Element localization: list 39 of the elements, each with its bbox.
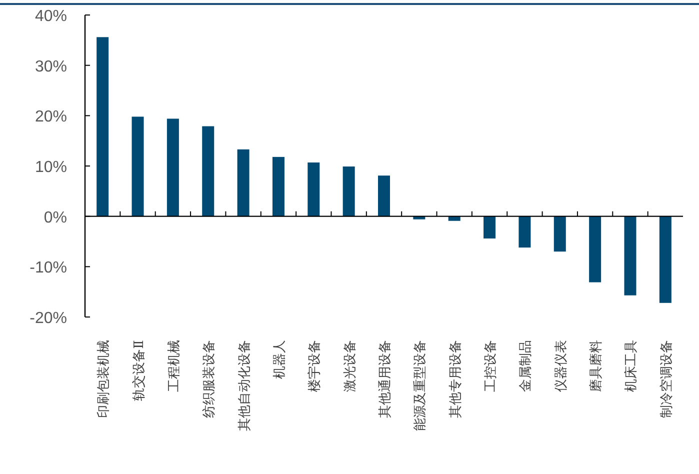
y-tick-label: 30% [34, 58, 67, 76]
x-tick-label: 印刷包装机械 [96, 340, 112, 418]
y-tick-label: 0% [44, 209, 67, 226]
x-tick-label: 制冷空调设备 [659, 340, 674, 418]
y-tick-label: -10% [30, 260, 67, 277]
bar [554, 216, 566, 252]
bar [484, 216, 496, 238]
x-tick-label: 金属制品 [518, 340, 534, 392]
y-tick-label: 20% [34, 108, 67, 126]
x-tick-label: 激光设备 [342, 340, 358, 392]
y-tick-label: 10% [34, 159, 67, 176]
x-tick-label: 其他自动化设备 [237, 340, 252, 431]
bar [272, 156, 284, 216]
x-tick-label: 仪器仪表 [554, 340, 569, 392]
bar [237, 149, 250, 216]
x-tick-label: 轨交设备Ⅱ [130, 340, 147, 401]
bar [624, 216, 636, 296]
bar [132, 116, 144, 216]
bar [202, 126, 214, 216]
bar [96, 37, 109, 216]
x-tick-label: 楼宇设备 [306, 340, 323, 392]
x-tick-label: 其他专用设备 [448, 340, 464, 418]
bar [342, 166, 355, 216]
bar [659, 216, 672, 303]
x-tick-label: 磨具磨料 [589, 340, 604, 392]
bar [166, 118, 179, 216]
x-tick-label: 工程机械 [166, 340, 182, 392]
x-tick-label: 机器人 [272, 340, 288, 379]
x-tick-label: 机床工具 [624, 340, 640, 392]
bar [518, 216, 531, 248]
bar [378, 176, 390, 216]
y-tick-label: 40% [34, 8, 67, 25]
bar [589, 216, 602, 282]
x-tick-label: 工控设备 [484, 340, 499, 392]
x-tick-label: 能源及重型设备 [413, 340, 428, 431]
x-tick-label: 其他通用设备 [378, 340, 393, 418]
x-tick-label: 纺织服装设备 [202, 340, 218, 418]
bar [308, 162, 320, 216]
y-tick-label: -20% [30, 310, 67, 327]
